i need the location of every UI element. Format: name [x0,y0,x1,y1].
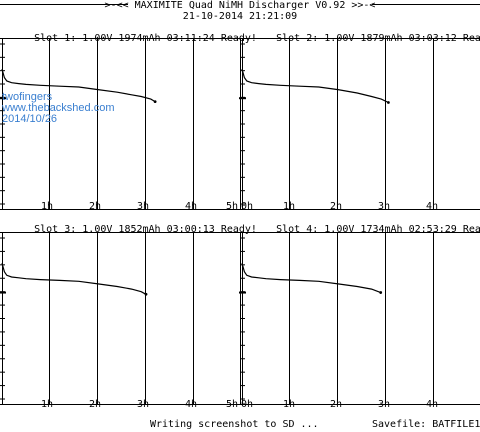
watermark-url: www.thebackshed.com [2,102,115,114]
slot-3-discharge-line [1,262,147,295]
slot-4-discharge-line [241,262,381,294]
slot-4-label: Slot 4: [276,224,319,235]
slot-1-end-point [153,100,157,104]
date-time: 21-10-2014 21:21:09 [182,11,298,22]
slot-1-discharge-line [1,68,156,103]
slot-1-label: Slot 1: [34,33,77,44]
tick-label: 3h [378,201,391,212]
slot-3-time: 03:00:13 [166,224,215,235]
app-title: >-<< MAXIMITE Quad NiMH Discharger V0.92… [104,0,376,11]
watermark-author: twofingers [2,91,53,103]
tick-label: 3h [378,399,391,410]
tick-label: 1h [283,399,296,410]
slot-1-capacity: 1974mAh [118,33,161,44]
tick-label: 1h [283,201,296,212]
tick-label: 2h [89,201,102,212]
slot-3-voltage: 1.00V [82,224,113,235]
tick-label: 0h [241,201,254,212]
slot-3-capacity: 1852mAh [118,224,161,235]
slot-2-voltage: 1.00V [324,33,355,44]
tick-label: 2h [89,399,102,410]
slot-4-end-point [379,291,383,294]
slot-1-time: 03:11:24 [166,33,215,44]
tick-label: 5h [226,399,239,410]
slot-1-status: Ready! [220,33,257,44]
slot-2-status: Ready! [462,33,480,44]
footer-status: Writing screenshot to SD ... [150,419,319,430]
slot-2-label: Slot 2: [276,33,319,44]
tick-label: 1h [41,201,54,212]
footer-savefile: Savefile: BATFILE1 [372,419,480,430]
slot-4-time: 02:53:29 [408,224,457,235]
tick-label: 2h [330,399,343,410]
slot-1-status-line: Slot 1: 1.00V 1974mAh 03:11:24 Ready! [10,24,257,54]
slot-2-status-line: Slot 2: 1.00V 1879mAh 03:03:12 Ready! [252,24,480,54]
tick-label: 4h [185,399,198,410]
tick-label: 2h [330,201,343,212]
slot-4-status-line: Slot 4: 1.00V 1734mAh 02:53:29 Ready! [252,215,480,245]
slot-3-end-point [144,292,148,296]
slot-4-voltage: 1.00V [324,224,355,235]
tick-label: 0h [241,399,254,410]
slot-2-end-point [387,101,390,104]
slot-3-status: Ready! [220,224,257,235]
slot-4-capacity: 1734mAh [360,224,403,235]
tick-label: 3h [137,201,150,212]
slot-3-status-line: Slot 3: 1.00V 1852mAh 03:00:13 Ready! [10,215,257,245]
tick-label: 5h [226,201,239,212]
slot-2-capacity: 1879mAh [360,33,403,44]
slot-3-label: Slot 3: [34,224,77,235]
tick-label: 4h [426,399,439,410]
slot-1-voltage: 1.00V [82,33,113,44]
slot-2-time: 03:03:12 [408,33,457,44]
tick-label: 3h [137,399,150,410]
tick-label: 4h [426,201,439,212]
tick-label: 4h [185,201,198,212]
slot-4-status: Ready! [462,224,480,235]
watermark-date: 2014/10/26 [2,113,58,125]
tick-label: 1h [41,399,54,410]
slot-2-discharge-line [241,68,389,104]
